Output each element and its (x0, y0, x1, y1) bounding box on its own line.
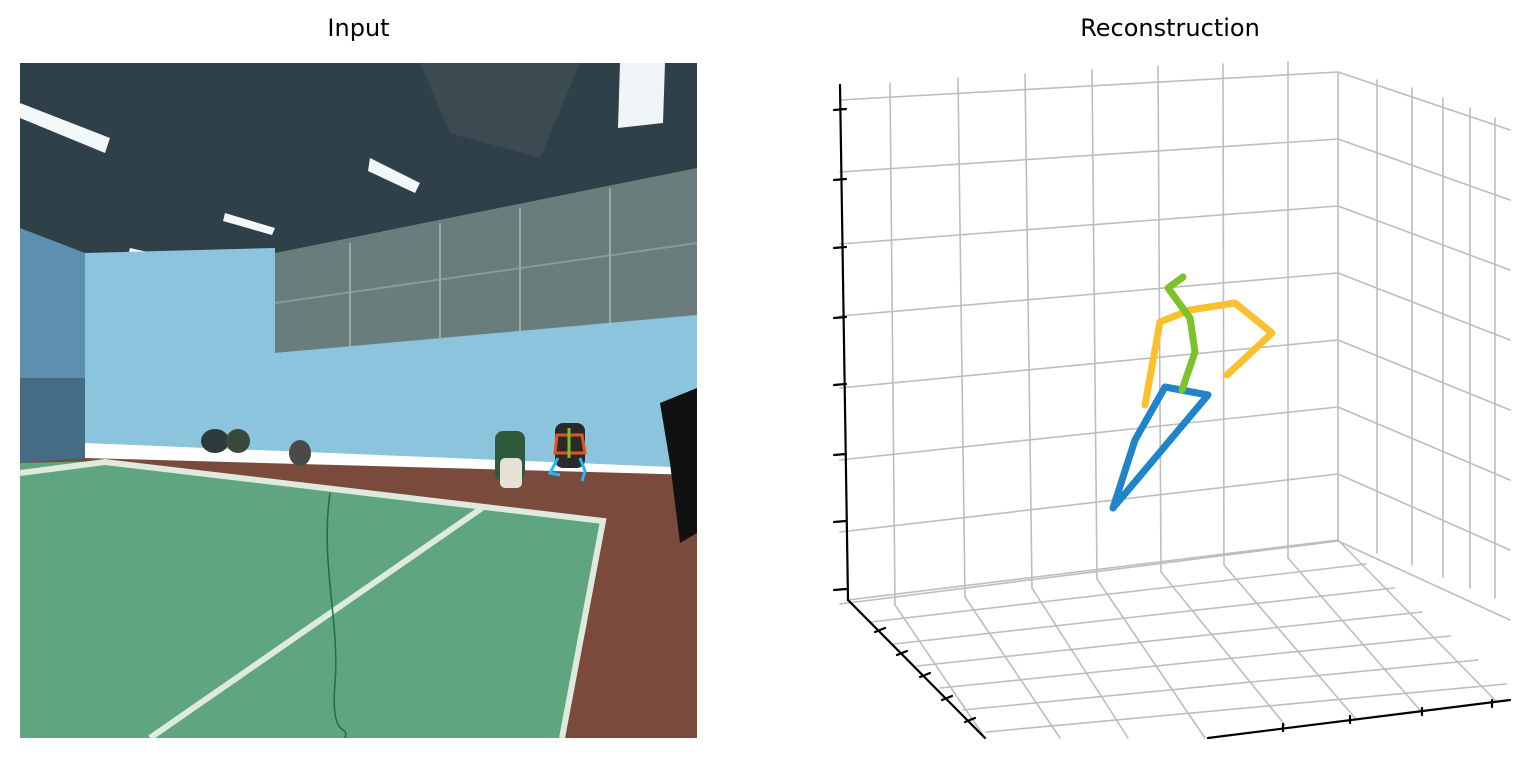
ceiling-duct (420, 63, 580, 158)
z-tick (832, 107, 848, 112)
skeleton-spine-segment (1164, 273, 1199, 394)
z-tick (832, 315, 848, 320)
grid-line (1337, 272, 1511, 341)
axis-layer (832, 83, 1512, 740)
grid-line (1337, 71, 1511, 131)
ceiling-light (618, 63, 665, 128)
back-wall (85, 248, 697, 468)
z-tick (832, 382, 848, 387)
grid-line (839, 473, 1339, 533)
grid-line (889, 82, 896, 606)
grid-line (870, 563, 1367, 623)
z-tick (832, 177, 848, 182)
court-line (148, 505, 484, 738)
grid-line (1337, 473, 1511, 551)
y-axis (846, 598, 987, 740)
y-tick (940, 694, 954, 702)
grid-line (985, 683, 1507, 733)
z-tick (832, 587, 848, 592)
grid-line (1337, 339, 1511, 411)
grid-line (1096, 578, 1206, 739)
grid-line (1287, 557, 1421, 711)
ceiling-light (20, 103, 110, 153)
grid-line (847, 539, 1339, 601)
grid-line (1160, 571, 1286, 726)
grid-line (939, 635, 1451, 689)
person (226, 429, 250, 453)
z-tick (832, 245, 848, 250)
person-foreground (660, 388, 697, 543)
grid-line (1337, 406, 1511, 481)
grid-line (893, 587, 1395, 645)
input-image (20, 63, 697, 738)
ceiling-light (368, 158, 420, 193)
y-tick (963, 716, 977, 724)
grid-line (1337, 540, 1511, 621)
grid-line (1222, 63, 1225, 566)
x-axis (1206, 698, 1512, 740)
pose-overlay-legs (578, 457, 587, 482)
skeleton-leg-segment (1109, 383, 1212, 512)
skeleton-arm-segment (1141, 299, 1276, 409)
court-floor (20, 461, 603, 738)
skeleton-layer (1109, 273, 1276, 512)
grid-line (839, 71, 1339, 101)
grid-line (1337, 138, 1511, 201)
grid-line (1337, 205, 1511, 271)
grid-line (839, 406, 1339, 461)
grid-line (962, 659, 1479, 711)
grid-line (894, 604, 986, 739)
person (500, 458, 522, 488)
ceiling-light (223, 213, 275, 235)
y-tick (873, 626, 887, 634)
person (289, 440, 311, 466)
grid-layer (839, 61, 1511, 739)
grid-line (964, 596, 1061, 739)
pose-overlay-torso (553, 433, 587, 455)
grid-line (957, 77, 966, 598)
grid-line (839, 205, 1339, 245)
court-line (20, 458, 607, 738)
grid-line (1031, 587, 1129, 739)
person (201, 429, 229, 453)
grid-line (839, 540, 1339, 605)
input-panel-title: Input (327, 14, 390, 42)
grid-line (839, 272, 1339, 317)
reconstruction-panel-title: Reconstruction (1080, 14, 1260, 42)
wall-base (20, 378, 85, 463)
y-tick (918, 671, 932, 679)
pose-overlay-legs (547, 457, 561, 477)
y-tick (895, 649, 909, 657)
upper-window (275, 168, 697, 353)
grid-line (916, 611, 1423, 667)
z-tick (832, 519, 848, 524)
z-axis (838, 83, 850, 602)
grid-line (1223, 564, 1356, 719)
grid-line (1337, 539, 1496, 701)
floor-cable (326, 492, 347, 738)
grid-line (839, 138, 1339, 173)
grid-line (839, 339, 1339, 389)
z-tick (832, 452, 848, 457)
